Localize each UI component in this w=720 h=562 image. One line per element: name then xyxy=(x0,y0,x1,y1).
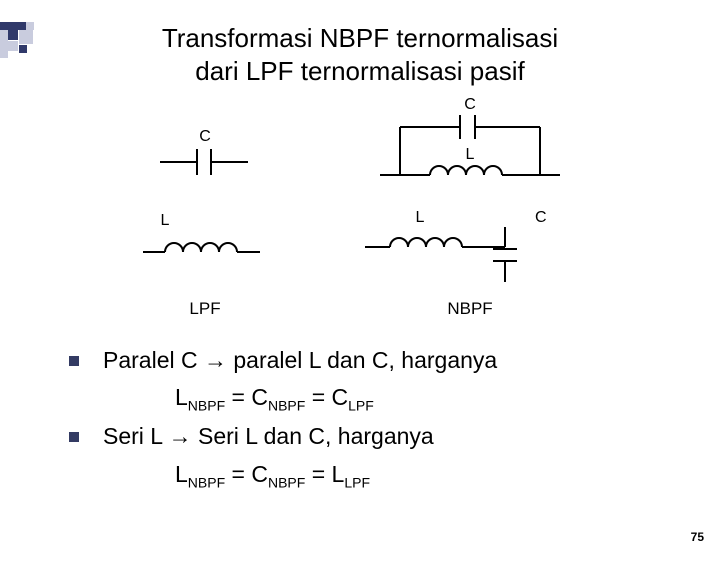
lpf-column-label: LPF xyxy=(189,299,220,319)
bullet-2: Seri L → Seri L dan C, harganya xyxy=(95,420,660,453)
title-line-2: dari LPF ternormalisasi pasif xyxy=(195,56,524,86)
bullet-list: Paralel C → paralel L dan C, harganya LN… xyxy=(95,344,660,492)
page-number: 75 xyxy=(691,530,704,544)
circuit-diagrams: C L LPF C xyxy=(0,97,720,319)
bullet-2-text: Seri L → Seri L dan C, harganya xyxy=(103,423,434,449)
nbpf-bot-l-label: L xyxy=(416,209,425,226)
nbpf-bot-c-label: C xyxy=(535,209,547,226)
bullet-1-equation: LNBPF = CNBPF = CLPF xyxy=(95,381,660,416)
nbpf-top-l-label: L xyxy=(466,146,475,163)
nbpf-column: C L xyxy=(345,97,595,319)
nbpf-column-label: NBPF xyxy=(447,299,492,319)
lpf-l-label: L xyxy=(161,212,170,229)
corner-decoration xyxy=(0,22,80,72)
lpf-schematic: C L xyxy=(125,127,285,287)
bullet-1-text: Paralel C → paralel L dan C, harganya xyxy=(103,347,497,373)
bullet-2-equation: LNBPF = CNBPF = LLPF xyxy=(95,458,660,493)
nbpf-schematic: C L xyxy=(345,97,595,287)
slide-title: Transformasi NBPF ternormalisasi dari LP… xyxy=(0,22,720,87)
bullet-1: Paralel C → paralel L dan C, harganya xyxy=(95,344,660,377)
title-line-1: Transformasi NBPF ternormalisasi xyxy=(162,23,558,53)
lpf-column: C L LPF xyxy=(125,127,285,319)
nbpf-top-c-label: C xyxy=(464,97,476,113)
lpf-c-label: C xyxy=(199,128,211,145)
